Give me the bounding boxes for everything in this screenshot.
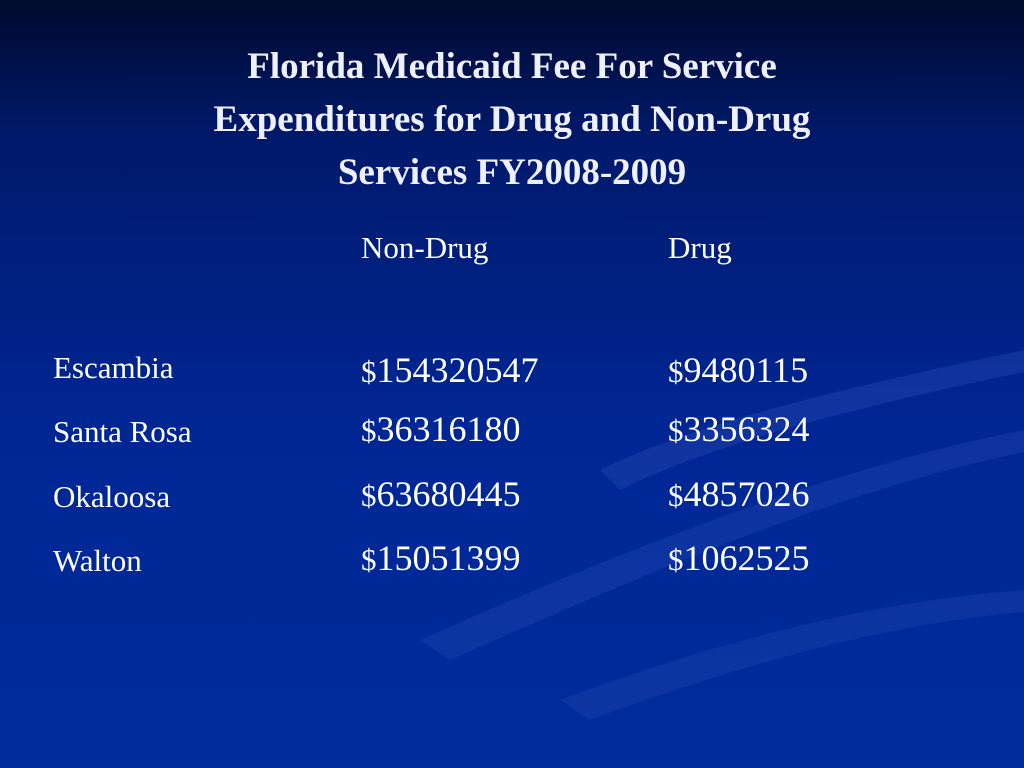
- table-row-non-drug-value: $63680445: [361, 476, 521, 512]
- title-line-1: Florida Medicaid Fee For Service: [247, 46, 777, 87]
- currency-symbol: $: [361, 413, 377, 448]
- amount-digits: 3356324: [683, 409, 810, 449]
- currency-symbol: $: [668, 478, 684, 513]
- title-line-2: Expenditures for Drug and Non-Drug: [213, 99, 811, 140]
- currency-symbol: $: [668, 413, 684, 448]
- table-row-county: Walton: [53, 543, 142, 578]
- column-header-drug: Drug: [668, 230, 732, 265]
- amount-digits: 1062525: [683, 538, 810, 578]
- table-row-drug-value: $3356324: [668, 411, 810, 447]
- title-line-3: Services FY2008-2009: [337, 152, 687, 193]
- table-row-drug-value: $1062525: [668, 540, 810, 576]
- amount-digits: 36316180: [376, 409, 521, 449]
- table-row-non-drug-value: $36316180: [361, 411, 521, 447]
- table-row-county: Okaloosa: [53, 479, 171, 514]
- currency-symbol: $: [361, 478, 377, 513]
- currency-symbol: $: [361, 354, 377, 389]
- amount-digits: 9480115: [683, 350, 809, 390]
- currency-symbol: $: [361, 542, 377, 577]
- table-row-non-drug-value: $154320547: [361, 352, 539, 388]
- amount-digits: 15051399: [376, 538, 521, 578]
- amount-digits: 154320547: [376, 350, 539, 390]
- currency-symbol: $: [668, 354, 684, 389]
- table-row-county: Santa Rosa: [53, 414, 192, 449]
- amount-digits: 63680445: [376, 474, 521, 514]
- table-row-drug-value: $9480115: [668, 352, 808, 388]
- slide-title: Florida Medicaid Fee For Service Expendi…: [92, 40, 932, 199]
- column-header-non-drug: Non-Drug: [361, 230, 489, 265]
- currency-symbol: $: [668, 542, 684, 577]
- table-row-non-drug-value: $15051399: [361, 540, 521, 576]
- table-row-county: Escambia: [53, 350, 174, 385]
- amount-digits: 4857026: [683, 474, 810, 514]
- table-row-drug-value: $4857026: [668, 476, 810, 512]
